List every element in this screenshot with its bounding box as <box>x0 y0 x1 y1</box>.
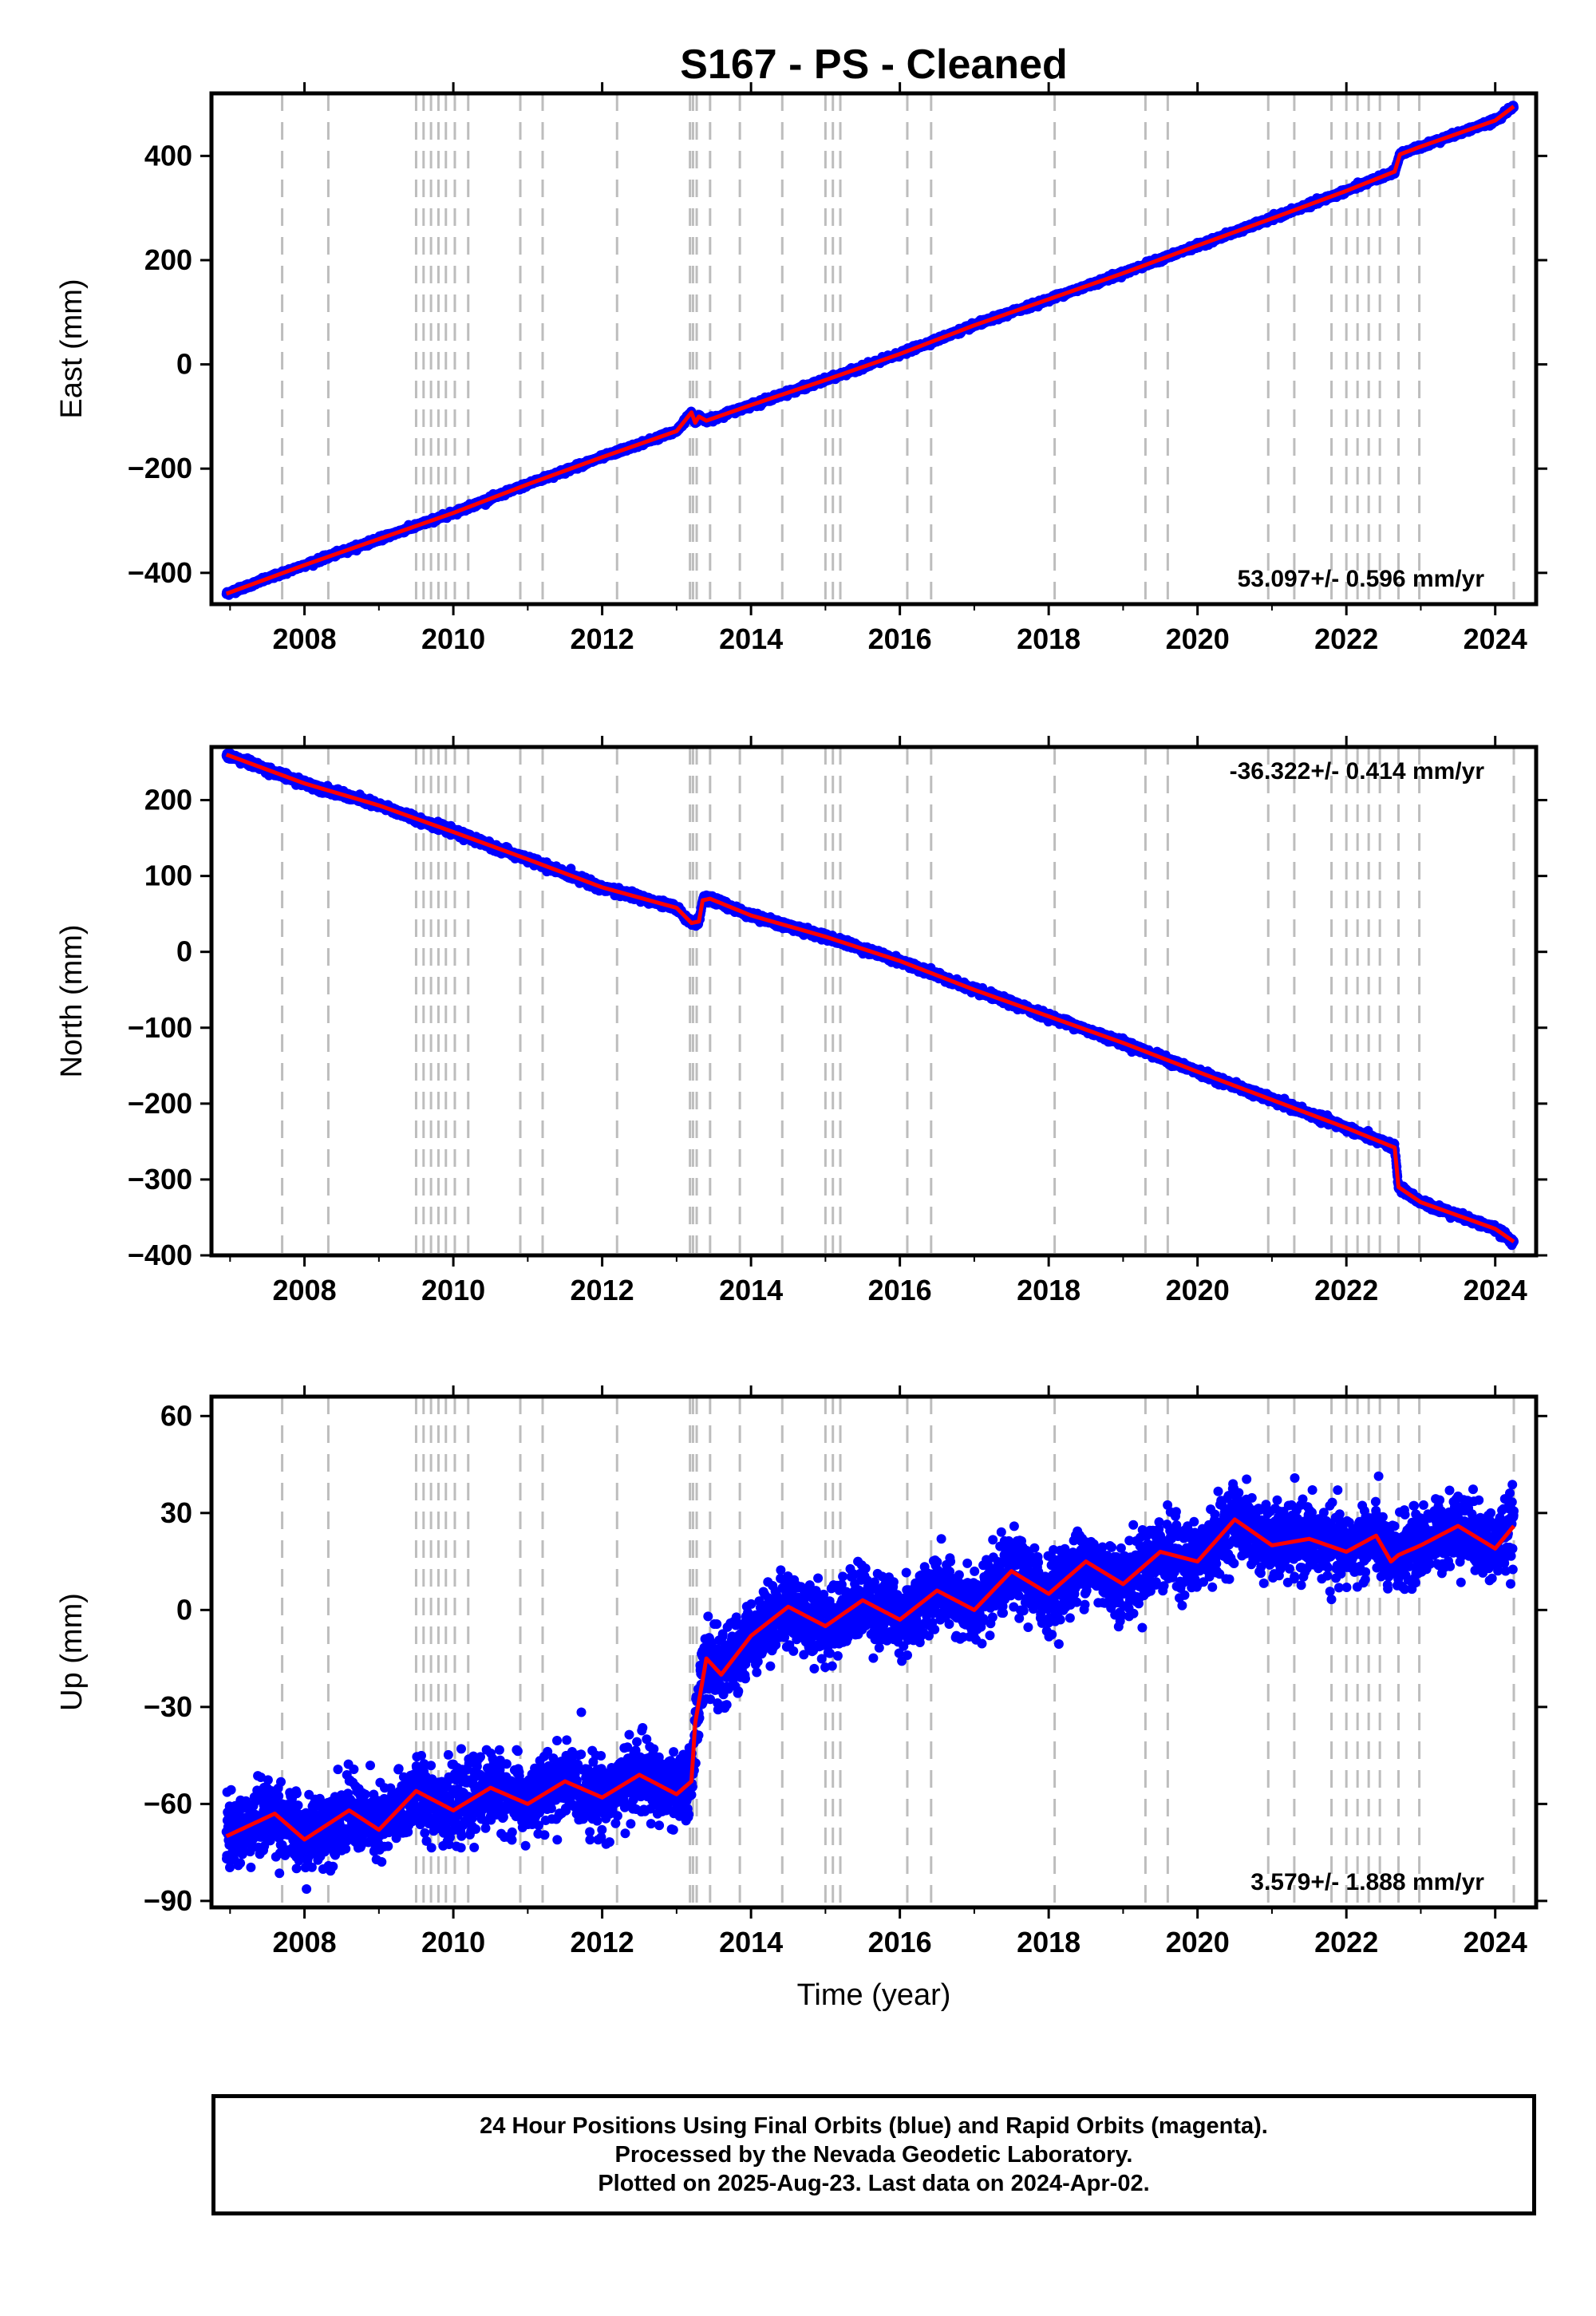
plot-area <box>221 93 1519 604</box>
panel-1: 2008 2010 2012 2014 2016 2018 2020 2022 2024−400… <box>55 82 1547 655</box>
chart-title: S167 - PS - Cleaned <box>680 41 1068 88</box>
